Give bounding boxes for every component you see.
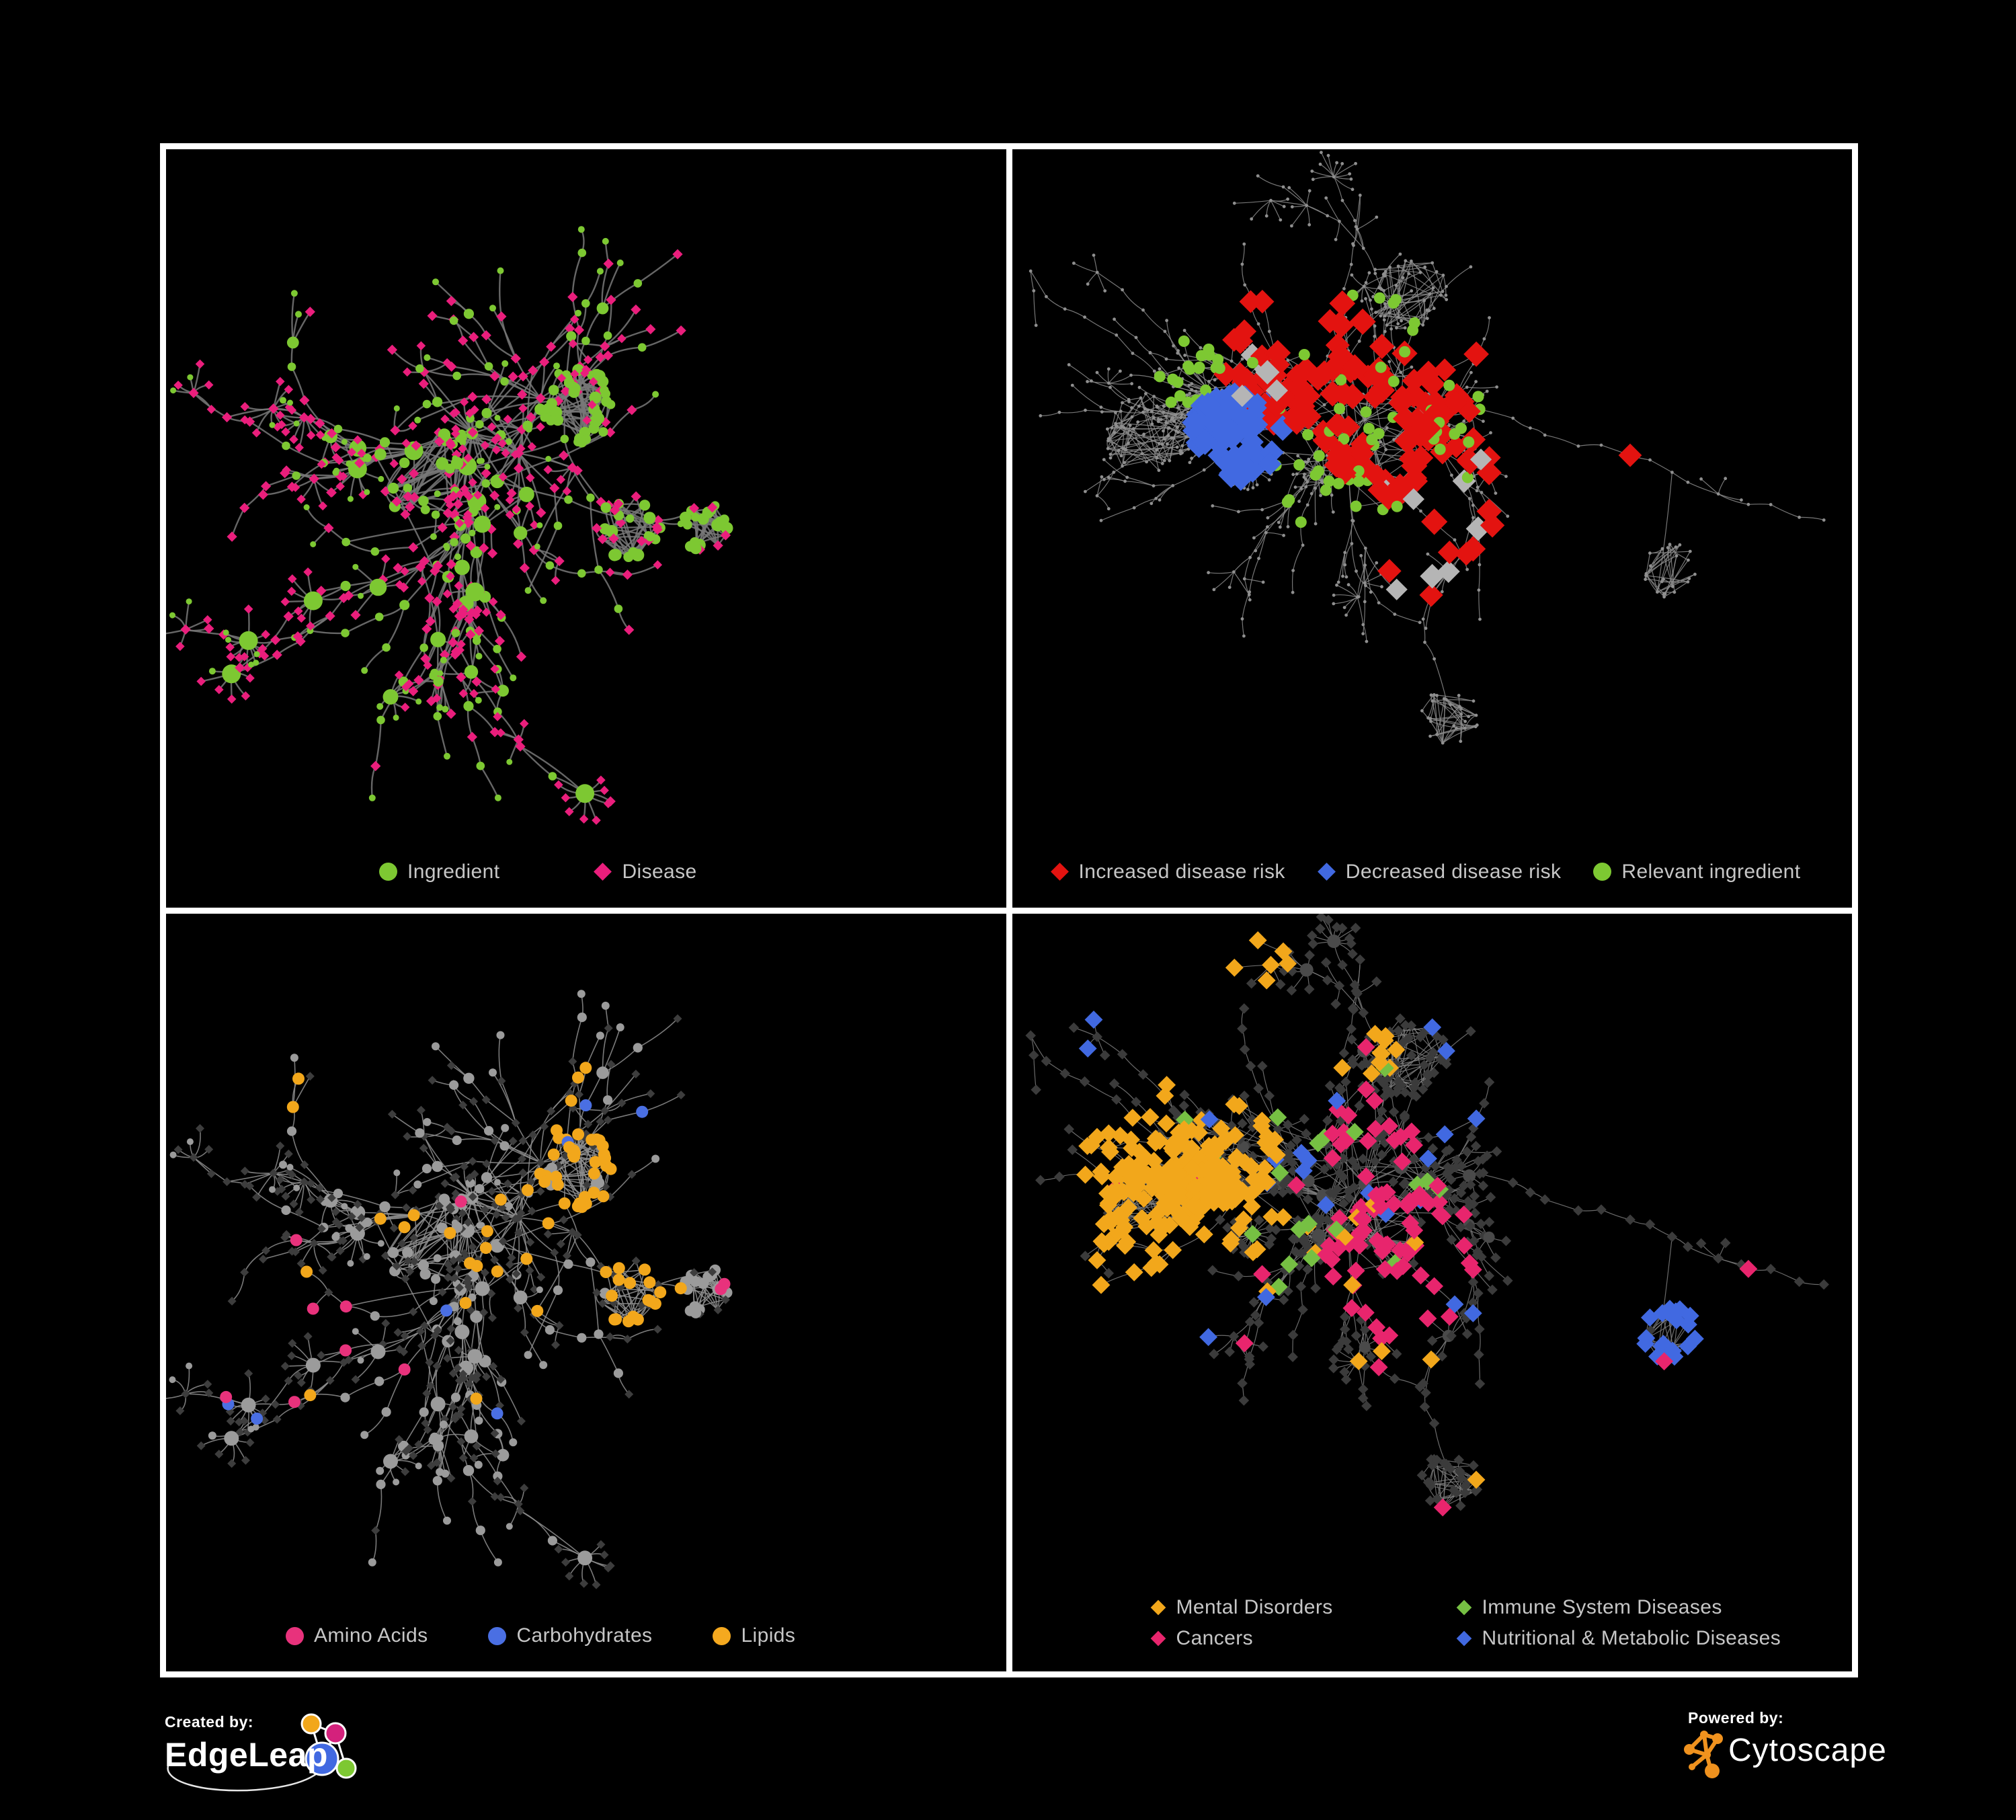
- legend-item-metabolic-diseases: Nutritional & Metabolic Diseases: [1456, 1628, 1781, 1649]
- panel-disease-risk: Increased disease risk Decreased disease…: [1012, 149, 1852, 908]
- legend-item-cancers: Cancers: [1150, 1628, 1456, 1649]
- cancers-legend-label: Cancers: [1176, 1627, 1254, 1649]
- legend-item-increased-risk: Increased disease risk: [1050, 860, 1285, 883]
- immune-diseases-legend-label: Immune System Diseases: [1482, 1596, 1722, 1618]
- nutrient-class-network-graph: [166, 989, 733, 1589]
- cytoscape-logo-icon: [1684, 1731, 1723, 1778]
- legend-item-amino-acids: Amino Acids: [286, 1626, 428, 1646]
- legend-item-immune-diseases: Immune System Diseases: [1456, 1597, 1781, 1618]
- created-by-label: Created by:: [165, 1713, 254, 1731]
- ingredient-legend-icon: [379, 863, 397, 881]
- carbohydrates-legend-label: Carbohydrates: [516, 1624, 653, 1647]
- disease-class-network-graph: [1024, 913, 1829, 1517]
- legend-item-disease: Disease: [594, 860, 697, 883]
- relevant-ingredient-legend-label: Relevant ingredient: [1621, 860, 1801, 883]
- lipids-legend-icon: [713, 1626, 731, 1645]
- cytoscape-nodes: [1684, 1731, 1723, 1778]
- disease-risk-network-graph: [1029, 151, 1826, 745]
- panel-grid: Ingredient Disease Increased disease ris…: [160, 143, 1858, 1677]
- lipids-legend-label: Lipids: [741, 1624, 796, 1647]
- legend-item-carbohydrates: Carbohydrates: [488, 1626, 652, 1646]
- edgeleap-credit: Created by: EdgeLeap: [165, 1713, 420, 1814]
- disease-legend-icon: [594, 863, 612, 881]
- legend-item-relevant-ingredient: Relevant ingredient: [1593, 860, 1801, 883]
- panel-ingredient-disease: Ingredient Disease: [166, 149, 1006, 908]
- edgeleap-wordmark: EdgeLeap: [165, 1736, 328, 1774]
- metabolic-diseases-legend-icon: [1456, 1630, 1471, 1647]
- edgeleap-blue-node: [305, 1741, 339, 1776]
- decreased-risk-legend-label: Decreased disease risk: [1345, 860, 1562, 883]
- panel-nutrient-classes: Amino Acids Carbohydrates Lipids: [166, 913, 1006, 1671]
- cytoscape-credit: Powered by: Cytoscape: [1684, 1709, 1993, 1803]
- amino-acids-legend-label: Amino Acids: [314, 1624, 428, 1647]
- mental-disorders-legend-label: Mental Disorders: [1176, 1596, 1333, 1618]
- carbohydrates-legend-icon: [488, 1626, 507, 1645]
- increased-risk-legend-label: Increased disease risk: [1078, 860, 1285, 883]
- legend-nutrient-classes: Amino Acids Carbohydrates Lipids: [286, 1626, 795, 1646]
- disease-legend-label: Disease: [622, 860, 697, 883]
- legend-item-lipids: Lipids: [713, 1626, 795, 1646]
- decreased-risk-legend-icon: [1317, 863, 1336, 881]
- legend-ingredient-disease: Ingredient Disease: [379, 860, 697, 883]
- cytoscape-wordmark: Cytoscape: [1728, 1733, 1887, 1768]
- panel-disease-classes: Mental Disorders Immune System Diseases …: [1012, 913, 1852, 1671]
- cancers-legend-icon: [1150, 1630, 1166, 1647]
- legend-item-decreased-risk: Decreased disease risk: [1317, 860, 1562, 883]
- mental-disorders-legend-icon: [1150, 1599, 1166, 1616]
- legend-disease-classes: Mental Disorders Immune System Diseases …: [1150, 1597, 1781, 1649]
- ingredient-disease-network-graph: [166, 226, 733, 825]
- amino-acids-legend-icon: [286, 1626, 304, 1645]
- increased-risk-legend-icon: [1050, 863, 1069, 881]
- metabolic-diseases-legend-label: Nutritional & Metabolic Diseases: [1482, 1627, 1781, 1649]
- legend-item-mental-disorders: Mental Disorders: [1150, 1597, 1456, 1618]
- ingredient-legend-label: Ingredient: [407, 860, 500, 883]
- powered-by-label: Powered by:: [1688, 1709, 1784, 1727]
- edgeleap-green-node: [335, 1757, 357, 1779]
- edgeleap-logo-icon: [167, 1713, 357, 1792]
- immune-diseases-legend-icon: [1456, 1599, 1471, 1616]
- edgeleap-pink-node: [324, 1722, 347, 1745]
- edgeleap-orange-node: [300, 1713, 322, 1735]
- legend-disease-risk: Increased disease risk Decreased disease…: [1050, 860, 1801, 883]
- legend-item-ingredient: Ingredient: [379, 860, 500, 883]
- relevant-ingredient-legend-icon: [1593, 863, 1612, 881]
